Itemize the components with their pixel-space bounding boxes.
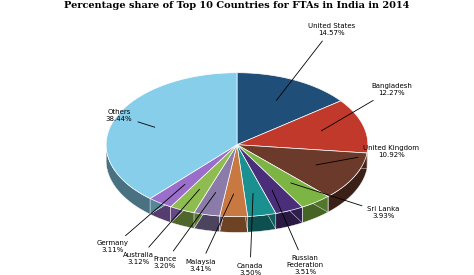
Text: United States
14.57%: United States 14.57% <box>276 23 355 101</box>
Text: Russian
Federation
3.51%: Russian Federation 3.51% <box>272 190 324 275</box>
Polygon shape <box>237 101 368 153</box>
Text: Bangladesh
12.27%: Bangladesh 12.27% <box>321 83 412 131</box>
Polygon shape <box>367 145 368 169</box>
Polygon shape <box>276 207 302 229</box>
Text: United Kingdom
10.92%: United Kingdom 10.92% <box>316 145 419 165</box>
Polygon shape <box>219 216 247 232</box>
Polygon shape <box>237 145 276 216</box>
Polygon shape <box>106 147 150 214</box>
Polygon shape <box>150 199 171 222</box>
Polygon shape <box>237 145 302 223</box>
Text: Australia
3.12%: Australia 3.12% <box>123 189 200 265</box>
Polygon shape <box>237 145 302 223</box>
Polygon shape <box>237 145 328 207</box>
Text: Malaysia
3.41%: Malaysia 3.41% <box>185 194 234 272</box>
Polygon shape <box>237 145 247 232</box>
Polygon shape <box>150 145 237 214</box>
Polygon shape <box>171 145 237 222</box>
Text: France
3.20%: France 3.20% <box>154 192 216 269</box>
Polygon shape <box>328 153 367 212</box>
Polygon shape <box>171 145 237 222</box>
Polygon shape <box>219 145 237 232</box>
Polygon shape <box>106 73 237 199</box>
Polygon shape <box>194 145 237 229</box>
Polygon shape <box>237 145 302 213</box>
Polygon shape <box>150 145 237 214</box>
Polygon shape <box>237 145 276 229</box>
Polygon shape <box>237 145 276 229</box>
Polygon shape <box>194 145 237 216</box>
Text: Others
38.44%: Others 38.44% <box>106 109 155 127</box>
Polygon shape <box>237 145 328 212</box>
Title: Percentage share of Top 10 Countries for FTAs in India in 2014: Percentage share of Top 10 Countries for… <box>64 1 410 10</box>
Polygon shape <box>219 145 247 217</box>
Polygon shape <box>237 145 367 196</box>
Polygon shape <box>237 145 328 212</box>
Text: Canada
3.50%: Canada 3.50% <box>237 193 263 275</box>
Polygon shape <box>194 213 219 232</box>
Polygon shape <box>150 145 237 207</box>
Text: Germany
3.11%: Germany 3.11% <box>97 184 185 253</box>
Polygon shape <box>302 196 328 223</box>
Polygon shape <box>237 145 367 169</box>
Polygon shape <box>237 145 367 169</box>
Polygon shape <box>237 73 341 145</box>
Polygon shape <box>171 145 237 213</box>
Polygon shape <box>247 213 276 232</box>
Text: Sri Lanka
3.93%: Sri Lanka 3.93% <box>291 183 400 219</box>
Polygon shape <box>219 145 237 232</box>
Polygon shape <box>171 207 194 229</box>
Polygon shape <box>194 145 237 229</box>
Polygon shape <box>237 145 247 232</box>
